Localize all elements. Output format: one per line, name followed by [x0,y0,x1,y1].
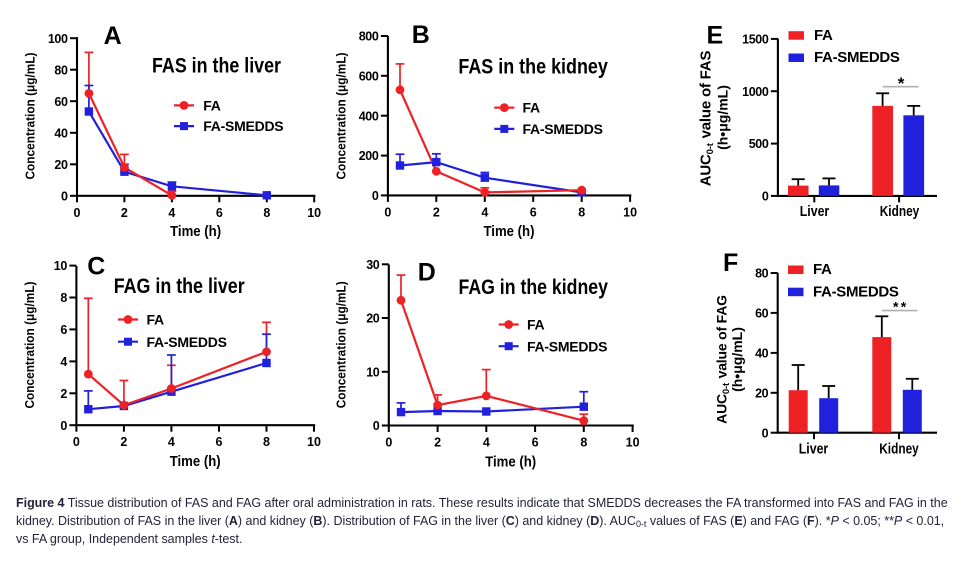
svg-text:0: 0 [762,190,769,204]
svg-text:FA: FA [527,317,545,333]
svg-text:8: 8 [263,435,270,449]
svg-text:Kidney: Kidney [880,204,920,220]
svg-text:10: 10 [626,436,640,450]
svg-text:8: 8 [263,206,270,220]
svg-text:10: 10 [307,435,321,449]
svg-text:10: 10 [623,205,637,219]
svg-text:10: 10 [307,206,321,220]
svg-text:Liver: Liver [799,442,829,458]
svg-text:200: 200 [359,149,379,163]
svg-text:1000: 1000 [742,85,769,99]
svg-text:FAG in the kidney: FAG in the kidney [459,276,609,299]
svg-text:Concentration (μg/mL): Concentration (μg/mL) [334,53,349,180]
svg-text:Concentration (μg/mL): Concentration (μg/mL) [22,282,37,409]
svg-text:4: 4 [483,436,490,450]
svg-text:FAG in the liver: FAG in the liver [114,275,245,298]
svg-text:2: 2 [121,206,128,220]
svg-text:2: 2 [434,436,441,450]
svg-text:6: 6 [532,436,539,450]
svg-text:FA-SMEDDS: FA-SMEDDS [527,338,607,354]
svg-text:500: 500 [749,137,769,151]
svg-text:30: 30 [366,258,380,272]
svg-text:600: 600 [359,69,379,83]
svg-text:FA: FA [813,261,832,278]
svg-text:FA-SMEDDS: FA-SMEDDS [147,334,227,350]
svg-text:0: 0 [61,189,68,203]
svg-text:4: 4 [168,206,175,220]
svg-text:Concentration (μg/mL): Concentration (μg/mL) [23,53,38,180]
svg-text:Liver: Liver [800,204,830,220]
svg-text:8: 8 [580,436,587,450]
svg-text:FAS in the kidney: FAS in the kidney [458,56,608,79]
svg-text:6: 6 [216,206,223,220]
svg-text:0: 0 [384,205,391,219]
svg-text:Time (h): Time (h) [485,454,536,471]
svg-text:20: 20 [366,312,380,326]
svg-text:6: 6 [60,323,67,337]
svg-text:A: A [104,22,122,50]
svg-text:0: 0 [60,419,67,433]
svg-text:E: E [706,22,723,50]
svg-text:1500: 1500 [742,33,769,47]
svg-text:**: ** [893,299,908,315]
svg-text:8: 8 [578,205,585,219]
svg-text:0: 0 [762,426,769,440]
svg-text:Concentration (μg/mL): Concentration (μg/mL) [334,281,349,408]
svg-text:0: 0 [385,436,392,450]
svg-text:B: B [412,21,430,49]
svg-text:FA: FA [203,98,221,114]
svg-text:FA: FA [147,312,165,328]
svg-text:Kidney: Kidney [879,442,919,458]
svg-text:4: 4 [481,205,488,219]
svg-text:(h•μg/mL): (h•μg/mL) [729,327,745,392]
svg-text:FA-SMEDDS: FA-SMEDDS [813,283,899,300]
svg-text:2: 2 [60,387,67,401]
svg-text:800: 800 [359,30,379,44]
svg-text:6: 6 [530,205,537,219]
svg-text:20: 20 [755,386,769,400]
svg-text:AUC0-t value of FAS: AUC0-t value of FAS [698,51,717,187]
svg-text:8: 8 [60,291,67,305]
svg-text:Time (h): Time (h) [170,223,221,240]
svg-text:FAS in the liver: FAS in the liver [152,55,281,78]
svg-text:FA-SMEDDS: FA-SMEDDS [523,121,603,137]
svg-text:*: * [898,74,905,93]
svg-text:0: 0 [73,435,80,449]
svg-text:0: 0 [373,419,380,433]
svg-text:0: 0 [372,189,379,203]
svg-text:2: 2 [433,205,440,219]
svg-text:F: F [723,249,738,277]
svg-text:(h•μg/mL): (h•μg/mL) [715,85,731,150]
svg-text:Time (h): Time (h) [170,453,221,470]
svg-text:D: D [418,259,436,287]
svg-text:Time (h): Time (h) [484,223,535,240]
svg-text:40: 40 [54,126,68,140]
svg-text:40: 40 [755,347,769,361]
svg-text:C: C [87,253,105,281]
svg-text:FA: FA [814,27,833,44]
svg-text:20: 20 [54,158,68,172]
svg-text:60: 60 [755,307,769,321]
svg-text:FA: FA [523,100,541,116]
svg-text:100: 100 [48,32,68,46]
svg-text:80: 80 [755,267,769,281]
svg-text:10: 10 [366,365,380,379]
svg-text:0: 0 [74,206,81,220]
svg-text:2: 2 [120,435,127,449]
svg-text:FA-SMEDDS: FA-SMEDDS [814,49,900,66]
svg-text:80: 80 [54,63,68,77]
svg-text:FA-SMEDDS: FA-SMEDDS [203,118,283,134]
svg-text:4: 4 [168,435,175,449]
svg-text:10: 10 [54,259,68,273]
svg-text:6: 6 [216,435,223,449]
svg-text:4: 4 [60,355,67,369]
svg-text:400: 400 [359,109,379,123]
svg-text:60: 60 [54,95,68,109]
